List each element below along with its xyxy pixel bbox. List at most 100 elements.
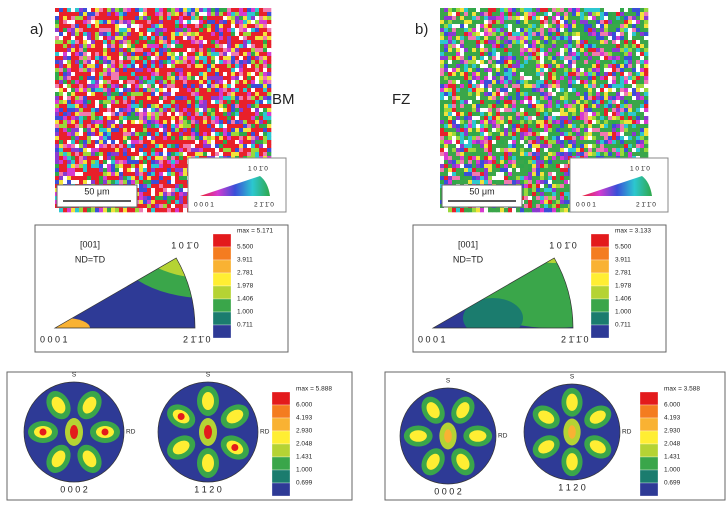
grain bbox=[584, 120, 588, 124]
grain bbox=[151, 80, 155, 84]
grain bbox=[67, 64, 71, 68]
grain bbox=[199, 8, 203, 12]
grain bbox=[508, 72, 512, 76]
grain bbox=[584, 140, 588, 144]
grain bbox=[636, 124, 640, 128]
grain bbox=[107, 20, 111, 24]
grain bbox=[444, 140, 448, 144]
grain bbox=[131, 120, 135, 124]
grain bbox=[115, 92, 119, 96]
grain bbox=[496, 80, 500, 84]
grain bbox=[508, 60, 512, 64]
grain bbox=[472, 92, 476, 96]
grain bbox=[448, 112, 452, 116]
grain bbox=[167, 200, 171, 204]
grain bbox=[484, 36, 488, 40]
grain bbox=[147, 140, 151, 144]
grain bbox=[151, 60, 155, 64]
grain bbox=[592, 144, 596, 148]
grain bbox=[544, 52, 548, 56]
grain bbox=[103, 208, 107, 212]
grain bbox=[131, 104, 135, 108]
grain bbox=[620, 92, 624, 96]
grain bbox=[99, 148, 103, 152]
grain bbox=[628, 124, 632, 128]
grain bbox=[620, 84, 624, 88]
grain bbox=[71, 108, 75, 112]
grain bbox=[608, 120, 612, 124]
grain bbox=[259, 80, 263, 84]
grain bbox=[520, 56, 524, 60]
grain bbox=[560, 12, 564, 16]
grain bbox=[616, 92, 620, 96]
grain bbox=[163, 8, 167, 12]
grain bbox=[267, 32, 271, 36]
grain bbox=[135, 84, 139, 88]
grain bbox=[195, 60, 199, 64]
grain bbox=[139, 24, 143, 28]
grain bbox=[171, 48, 175, 52]
grain bbox=[79, 32, 83, 36]
grain bbox=[223, 80, 227, 84]
grain bbox=[179, 52, 183, 56]
grain bbox=[532, 76, 536, 80]
grain bbox=[151, 176, 155, 180]
grain bbox=[135, 60, 139, 64]
grain bbox=[492, 144, 496, 148]
grain bbox=[636, 88, 640, 92]
grain bbox=[452, 128, 456, 132]
grain bbox=[504, 68, 508, 72]
grain bbox=[99, 96, 103, 100]
grain bbox=[203, 144, 207, 148]
grain bbox=[143, 8, 147, 12]
grain bbox=[195, 128, 199, 132]
grain bbox=[504, 12, 508, 16]
grain bbox=[191, 132, 195, 136]
grain bbox=[632, 108, 636, 112]
grain bbox=[504, 132, 508, 136]
grain bbox=[143, 32, 147, 36]
grain bbox=[243, 12, 247, 16]
grain bbox=[500, 92, 504, 96]
grain bbox=[99, 180, 103, 184]
grain bbox=[644, 92, 648, 96]
grain bbox=[596, 152, 600, 156]
grain bbox=[195, 48, 199, 52]
grain bbox=[255, 28, 259, 32]
grain bbox=[492, 20, 496, 24]
grain bbox=[155, 168, 159, 172]
grain bbox=[83, 180, 87, 184]
grain bbox=[500, 12, 504, 16]
grain bbox=[632, 76, 636, 80]
grain bbox=[644, 148, 648, 152]
grain bbox=[512, 52, 516, 56]
grain bbox=[67, 16, 71, 20]
grain bbox=[580, 76, 584, 80]
grain bbox=[151, 180, 155, 184]
grain bbox=[460, 8, 464, 12]
grain bbox=[484, 168, 488, 172]
grain bbox=[199, 16, 203, 20]
grain bbox=[63, 60, 67, 64]
grain bbox=[536, 28, 540, 32]
grain bbox=[151, 140, 155, 144]
grain bbox=[460, 156, 464, 160]
grain bbox=[640, 32, 644, 36]
grain bbox=[480, 8, 484, 12]
grain bbox=[576, 116, 580, 120]
grain bbox=[255, 136, 259, 140]
grain bbox=[87, 52, 91, 56]
grain bbox=[604, 80, 608, 84]
grain bbox=[207, 128, 211, 132]
grain bbox=[203, 12, 207, 16]
grain bbox=[520, 104, 524, 108]
grain bbox=[596, 88, 600, 92]
grain bbox=[127, 136, 131, 140]
grain bbox=[147, 64, 151, 68]
grain bbox=[179, 176, 183, 180]
grain bbox=[159, 100, 163, 104]
grain bbox=[612, 144, 616, 148]
grain bbox=[584, 32, 588, 36]
grain bbox=[524, 36, 528, 40]
grain bbox=[235, 80, 239, 84]
